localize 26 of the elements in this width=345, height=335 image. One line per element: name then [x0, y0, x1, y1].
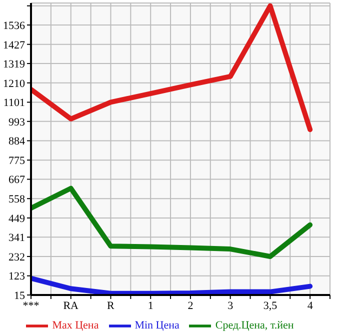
y-tick-label: 123 [8, 270, 26, 283]
x-tick-label: RA [63, 300, 79, 312]
x-tick-label: *** [22, 300, 40, 312]
y-tick-label: 1210 [3, 78, 26, 90]
legend-label: Max Цена [52, 320, 99, 332]
legend-label: Min Цена [134, 320, 180, 332]
y-tick-label: 232 [8, 251, 25, 264]
y-tick-label: 341 [8, 232, 25, 244]
y-tick-label: 1101 [3, 97, 25, 110]
y-tick-label: 558 [8, 194, 26, 206]
x-tick-label: 1 [148, 300, 154, 312]
x-tick-label: 4 [307, 300, 314, 312]
y-tick-label: 15 [14, 290, 26, 302]
y-tick-label: 1536 [3, 20, 26, 32]
y-tick-label: 884 [8, 136, 26, 148]
y-tick-label: 993 [8, 116, 26, 128]
x-tick-label: 3 [228, 300, 234, 312]
x-tick-label: 3,5 [263, 300, 278, 312]
x-tick-label: R [107, 300, 116, 312]
y-tick-label: 449 [8, 212, 26, 225]
y-tick-label: 1427 [3, 39, 26, 52]
y-tick-label: 667 [8, 174, 26, 186]
legend-label: Сред.Цена, т.йен [215, 320, 294, 332]
y-tick-label: 1319 [3, 58, 26, 70]
x-tick-label: 2 [188, 300, 194, 312]
y-tick-label: 775 [8, 155, 26, 167]
